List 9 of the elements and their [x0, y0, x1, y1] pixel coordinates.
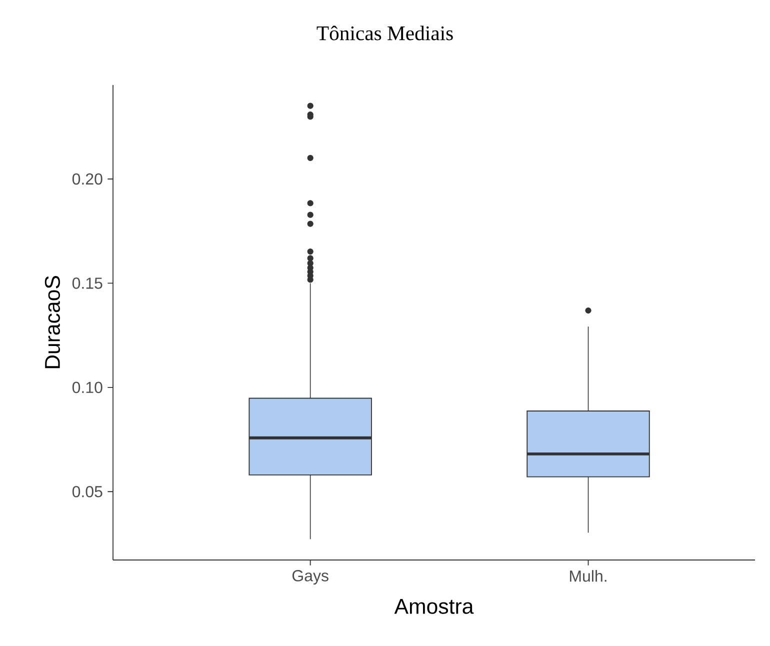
- x-axis-title: Amostra: [394, 599, 474, 614]
- y-tick-label: 0.10: [72, 382, 102, 394]
- y-tick-label: 0.05: [72, 486, 102, 498]
- y-axis-title: DuracaoS: [44, 276, 60, 368]
- x-tick-label: Mulh.: [570, 570, 606, 582]
- x-tick-label: Gays: [292, 570, 328, 585]
- y-tick-label: 0.20: [72, 173, 102, 185]
- y-tick-label: 0.15: [72, 278, 102, 289]
- chart-title: Tônicas Mediais: [316, 26, 453, 40]
